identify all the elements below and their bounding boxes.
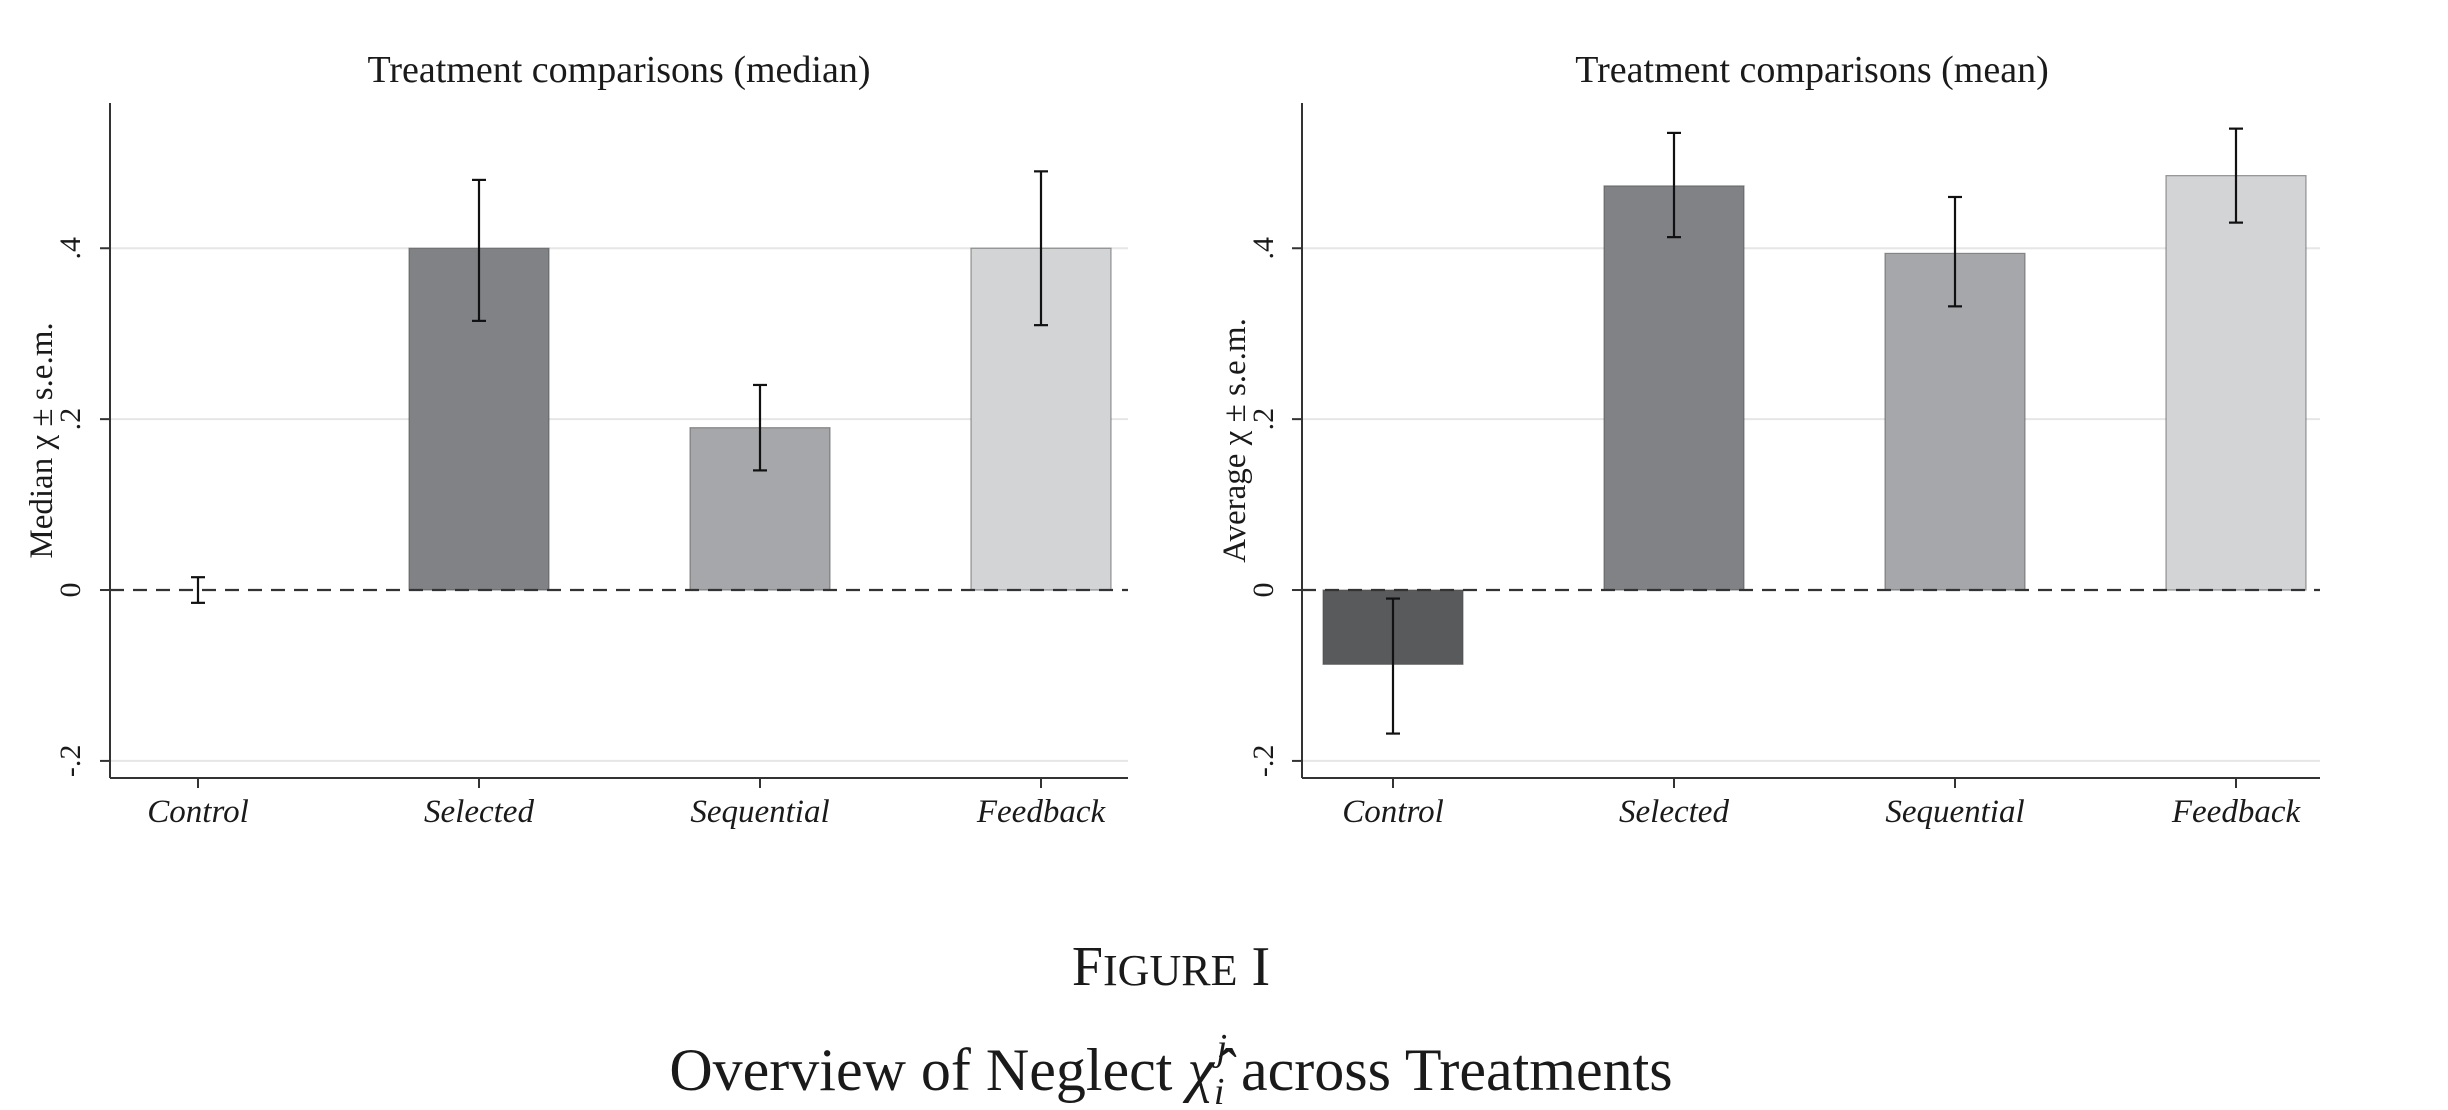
figure-label: FIGURE I (1072, 936, 1270, 998)
panel-median: Treatment comparisons (median) Median χ ±… (24, 49, 1128, 830)
y-tick-label: .4 (54, 237, 87, 260)
y-tick-label: -.2 (1247, 745, 1280, 778)
y-tick-label: .2 (1247, 408, 1280, 431)
x-tick-label: Feedback (2171, 794, 2302, 830)
y-axis-label: Median χ ± s.e.m. (24, 322, 60, 558)
chart-title: Treatment comparisons (mean) (1575, 49, 2048, 91)
y-tick-label: .2 (54, 408, 87, 431)
x-tick-label: Sequential (690, 794, 829, 830)
x-tick-label: Control (1342, 794, 1443, 830)
figure-title: Overview of Neglect χ̂ij across Treatment… (669, 1027, 1672, 1110)
bar (1884, 252, 2026, 591)
x-tick-label: Feedback (976, 794, 1107, 830)
x-tick-label: Selected (424, 794, 534, 830)
y-tick-label: -.2 (54, 745, 87, 778)
bar (1603, 185, 1745, 591)
x-tick-label: Selected (1619, 794, 1729, 830)
y-axis-label: Average χ ± s.e.m. (1217, 318, 1253, 563)
x-tick-label: Control (147, 794, 248, 830)
y-tick-label: 0 (54, 583, 87, 598)
y-tick-label: .4 (1247, 237, 1280, 260)
panel-mean: Treatment comparisons (mean) Average χ ± … (1217, 49, 2320, 830)
chart-title: Treatment comparisons (median) (367, 49, 870, 91)
y-tick-label: 0 (1247, 583, 1280, 598)
x-tick-label: Sequential (1885, 794, 2024, 830)
bar (2165, 175, 2307, 591)
